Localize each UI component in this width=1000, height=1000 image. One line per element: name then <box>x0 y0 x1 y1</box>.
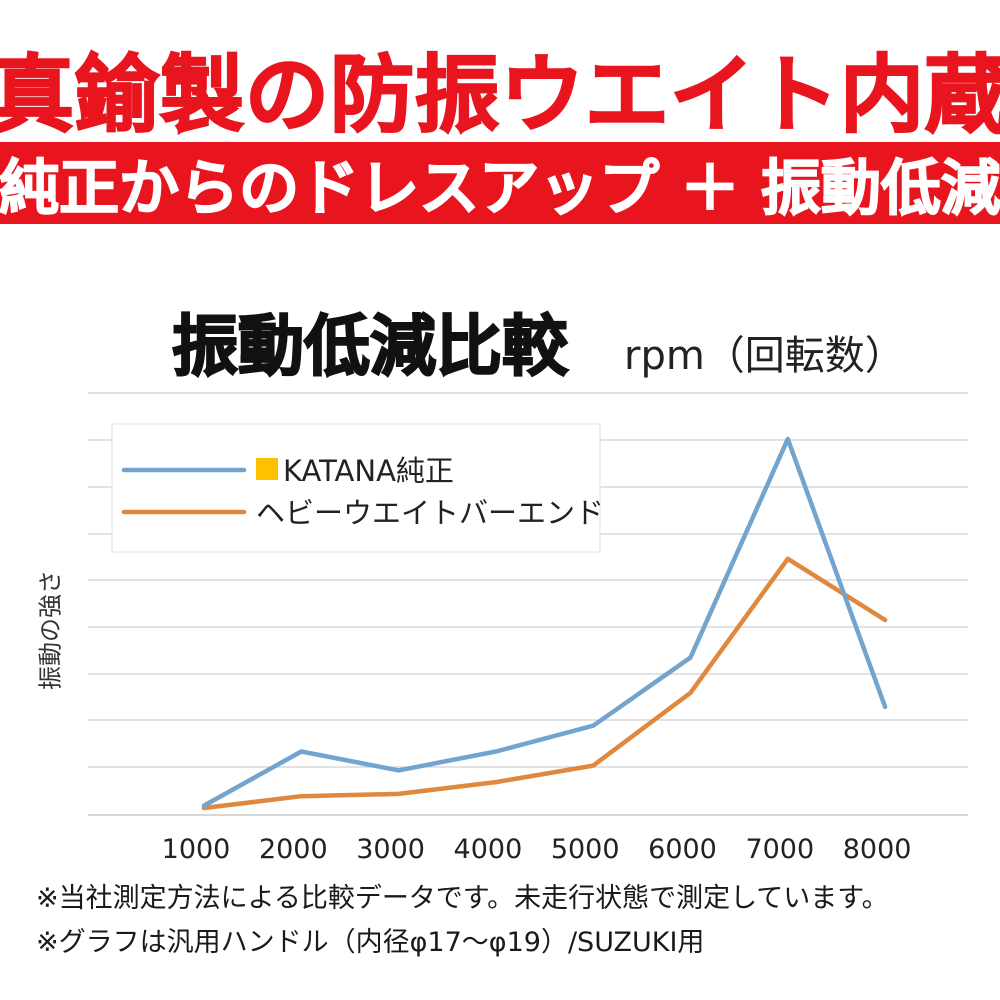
footnote-1: ※当社測定方法による比較データです。未走行状態で測定しています。 <box>36 883 889 914</box>
footnote-2: ※グラフは汎用ハンドル（内径φ17〜φ19）/SUZUKI用 <box>36 927 705 958</box>
x-tick-labels: 1000 2000 3000 4000 5000 6000 7000 8000 <box>162 834 912 865</box>
banner-text: 純正からのドレスアップ ＋ 振動低減 <box>0 153 1000 225</box>
legend-label: ヘビーウエイトバーエンド <box>256 496 604 530</box>
banner: 純正からのドレスアップ ＋ 振動低減 <box>0 142 1000 224</box>
series-line <box>201 436 888 808</box>
headline: 真鍮製の防振ウエイト内蔵 <box>0 45 1000 145</box>
series-lines <box>201 436 888 811</box>
x-tick-label: 8000 <box>843 834 912 865</box>
x-tick-label: 5000 <box>551 834 620 865</box>
x-tick-label: 3000 <box>356 834 425 865</box>
x-tick-label: 2000 <box>259 834 328 865</box>
series-line <box>201 556 888 811</box>
legend-swatch <box>256 458 278 480</box>
x-tick-label: 6000 <box>648 834 717 865</box>
x-tick-label: 1000 <box>162 834 231 865</box>
legend-box <box>111 423 601 553</box>
chart-title: 振動低減比較 <box>171 307 569 386</box>
x-tick-label: 4000 <box>454 834 523 865</box>
legend-label: KATANA純正 <box>283 454 454 488</box>
x-tick-label: 7000 <box>745 834 814 865</box>
chart-subtitle: rpm（回転数） <box>624 333 905 379</box>
